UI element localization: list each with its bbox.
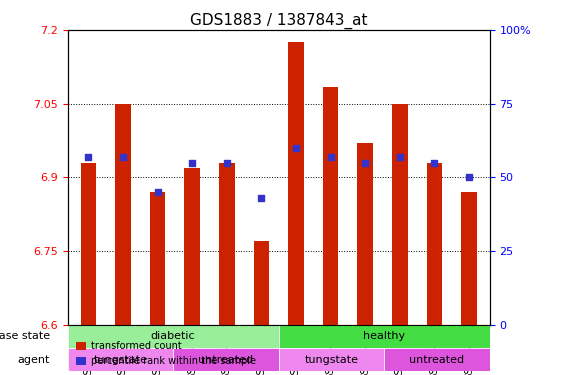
FancyBboxPatch shape bbox=[68, 348, 173, 371]
Text: tungstate: tungstate bbox=[93, 355, 148, 364]
Point bbox=[222, 160, 231, 166]
FancyBboxPatch shape bbox=[279, 348, 384, 371]
Text: disease state: disease state bbox=[0, 332, 50, 342]
Point bbox=[464, 174, 473, 180]
Bar bbox=[150, 192, 166, 325]
Bar bbox=[219, 163, 235, 325]
Point bbox=[187, 160, 196, 166]
Text: untreated: untreated bbox=[409, 355, 464, 364]
Text: agent: agent bbox=[17, 355, 50, 364]
Bar bbox=[461, 192, 477, 325]
Text: untreated: untreated bbox=[198, 355, 253, 364]
FancyBboxPatch shape bbox=[384, 348, 490, 371]
FancyBboxPatch shape bbox=[68, 325, 279, 348]
Legend: transformed count, percentile rank within the sample: transformed count, percentile rank withi… bbox=[73, 338, 260, 370]
Bar bbox=[392, 104, 408, 325]
Bar bbox=[427, 163, 442, 325]
Text: healthy: healthy bbox=[363, 332, 405, 342]
Bar bbox=[115, 104, 131, 325]
FancyBboxPatch shape bbox=[279, 325, 490, 348]
Bar bbox=[184, 168, 200, 325]
Point bbox=[361, 160, 370, 166]
Text: tungstate: tungstate bbox=[305, 355, 359, 364]
Bar bbox=[253, 242, 269, 325]
Bar bbox=[323, 87, 338, 325]
Point bbox=[395, 154, 404, 160]
Point bbox=[84, 154, 93, 160]
FancyBboxPatch shape bbox=[173, 348, 279, 371]
Text: diabetic: diabetic bbox=[151, 332, 195, 342]
Point bbox=[153, 189, 162, 195]
Bar bbox=[358, 143, 373, 325]
Point bbox=[257, 195, 266, 201]
Point bbox=[430, 160, 439, 166]
Point bbox=[292, 145, 301, 151]
Point bbox=[118, 154, 127, 160]
Title: GDS1883 / 1387843_at: GDS1883 / 1387843_at bbox=[190, 12, 368, 28]
Bar bbox=[81, 163, 96, 325]
Point bbox=[326, 154, 335, 160]
Bar bbox=[288, 42, 304, 325]
